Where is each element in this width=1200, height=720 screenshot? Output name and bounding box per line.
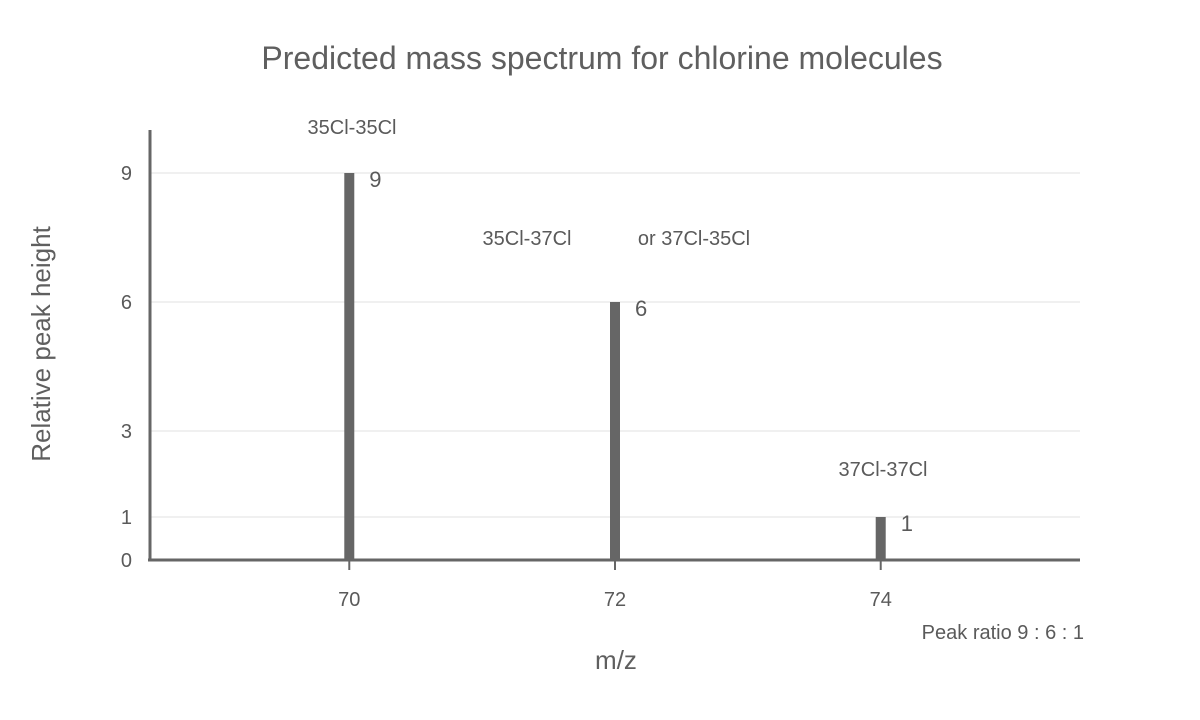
data-label-72: 6 <box>635 296 647 321</box>
annotation-37cl-37cl: 37Cl-37Cl <box>839 459 928 481</box>
x-tick-layer: 70 72 74 <box>338 560 892 611</box>
y-tick-label-0: 0 <box>121 550 132 572</box>
bar-layer <box>344 173 886 560</box>
x-tick-label-74: 74 <box>870 589 892 611</box>
peak-bar-72 <box>610 302 620 560</box>
annotation-35cl-35cl: 35Cl-35Cl <box>308 117 397 139</box>
y-tick-label-6: 6 <box>121 292 132 314</box>
annotation-35cl-37cl: 35Cl-37Cl <box>483 228 572 250</box>
peak-ratio-note: Peak ratio 9 : 6 : 1 <box>922 622 1084 644</box>
y-tick-label-1: 1 <box>121 507 132 529</box>
data-label-74: 1 <box>901 511 913 536</box>
y-tick-layer: 0 1 3 6 9 <box>121 163 132 572</box>
x-tick-label-72: 72 <box>604 589 626 611</box>
peak-bar-74 <box>875 517 886 560</box>
x-axis-title: m/z <box>595 645 637 675</box>
peak-bar-70 <box>344 173 355 560</box>
y-axis-title: Relative peak height <box>26 225 56 461</box>
y-tick-label-3: 3 <box>121 421 132 443</box>
chart-title: Predicted mass spectrum for chlorine mol… <box>261 40 942 76</box>
data-label-layer: 9 6 1 <box>369 167 913 536</box>
data-label-70: 9 <box>369 167 381 192</box>
y-tick-label-9: 9 <box>121 163 132 185</box>
annotation-or-37cl-35cl: or 37Cl-35Cl <box>638 228 750 250</box>
x-tick-label-70: 70 <box>338 589 360 611</box>
